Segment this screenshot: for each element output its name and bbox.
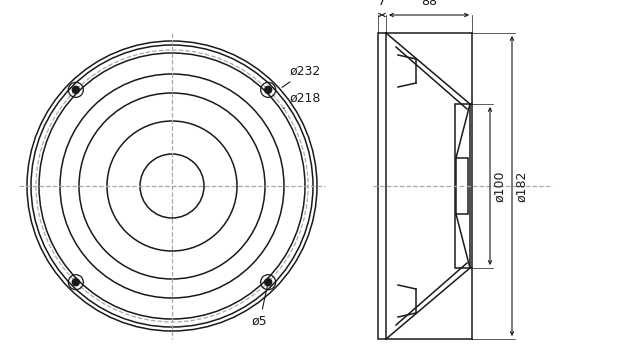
Text: ø100: ø100 bbox=[493, 170, 506, 202]
Circle shape bbox=[72, 279, 79, 286]
Text: ø182: ø182 bbox=[515, 170, 528, 202]
Circle shape bbox=[72, 86, 79, 93]
Text: 88: 88 bbox=[421, 0, 437, 8]
Bar bbox=[456, 158, 468, 214]
Circle shape bbox=[265, 86, 272, 93]
Text: ø232: ø232 bbox=[282, 64, 321, 87]
Text: ø218: ø218 bbox=[283, 91, 321, 108]
Bar bbox=[378, 33, 386, 339]
Text: 7: 7 bbox=[378, 0, 386, 8]
Bar bbox=[455, 104, 472, 268]
Circle shape bbox=[265, 279, 272, 286]
Text: ø5: ø5 bbox=[252, 285, 268, 328]
